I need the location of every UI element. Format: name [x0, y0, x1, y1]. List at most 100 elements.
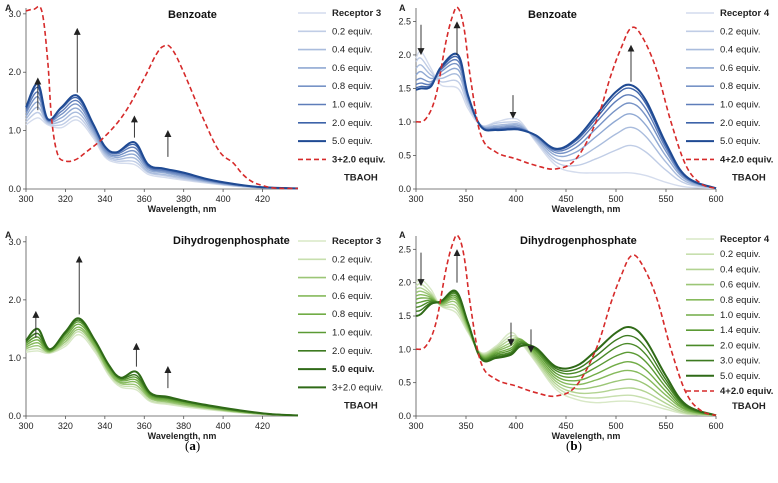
legend-label: 0.6 equiv. [332, 291, 373, 302]
x-axis-label: Wavelength, nm [148, 204, 217, 214]
x-tick-label: 380 [176, 194, 191, 204]
x-tick-label: 600 [708, 421, 723, 431]
x-axis-label: Wavelength, nm [552, 204, 621, 214]
legend: Receptor 4 0.2 equiv. 0.4 equiv. 0.6 equiv.… [686, 8, 773, 184]
legend-label: 4+2.0 equiv. [720, 386, 773, 397]
y-tick-label: 0.5 [398, 150, 411, 160]
legend-label: 4+2.0 equiv. [720, 154, 773, 165]
panel-label-a: (a) [185, 438, 201, 453]
x-tick-label: 600 [708, 194, 723, 204]
legend-label: 0.2 equiv. [720, 26, 761, 37]
legend-label: 0.4 equiv. [720, 264, 761, 275]
x-tick-label: 360 [137, 194, 152, 204]
legend-label: 5.0 equiv. [332, 364, 375, 375]
legend-label: Receptor 3 [332, 236, 381, 247]
x-tick-label: 550 [658, 194, 673, 204]
series-line [25, 331, 299, 417]
series-line [25, 5, 299, 190]
legend-label: 0.2 equiv. [332, 26, 373, 37]
chart-title: Dihydrogenphosphate [173, 235, 290, 247]
legend-label: TBAOH [344, 401, 378, 412]
legend-label: 0.8 equiv. [720, 295, 761, 306]
x-tick-label: 400 [508, 421, 523, 431]
chart-panel-4: 0.0 0.5 1.0 1.5 2.0 2.5 300 350 400 450 500 550 600 W… [398, 230, 773, 441]
legend-label: 2.0 equiv. [332, 118, 373, 129]
legend: Receptor 3 0.2 equiv. 0.4 equiv. 0.6 equiv.… [298, 8, 385, 184]
legend-label: 3+2.0 equiv. [332, 154, 385, 165]
y-axis-label: A [399, 3, 406, 13]
y-tick-label: 2.0 [398, 278, 411, 288]
y-axis-label: A [5, 230, 12, 240]
x-tick-label: 320 [58, 421, 73, 431]
y-tick-label: 1.0 [8, 353, 21, 363]
y-tick-label: 2.0 [398, 50, 411, 60]
legend-label: 5.0 equiv. [332, 136, 373, 147]
legend-label: 1.0 equiv. [720, 310, 761, 321]
chart-panel-2: 0.0 0.5 1.0 1.5 2.0 2.5 300 350 400 450 500 550 600 W… [398, 3, 773, 214]
series-line [415, 234, 717, 417]
legend-label: 0.6 equiv. [720, 280, 761, 291]
y-tick-label: 1.5 [398, 83, 411, 93]
x-tick-label: 320 [58, 194, 73, 204]
x-tick-label: 380 [176, 421, 191, 431]
legend-label: TBAOH [732, 173, 766, 184]
legend-label: 0.8 equiv. [332, 309, 373, 320]
series-line [25, 317, 299, 417]
legend-label: 1.4 equiv. [720, 325, 761, 336]
chart-panel-3: 0.0 1.0 2.0 3.0 300 320 340 360 380 400 420 Wavelen… [5, 230, 383, 441]
legend-label: 0.6 equiv. [332, 63, 373, 74]
legend-label: 1.0 equiv. [332, 328, 373, 339]
y-tick-label: 2.5 [398, 16, 411, 26]
y-tick-label: 0.0 [8, 411, 21, 421]
legend-label: 0.8 equiv. [332, 81, 373, 92]
x-axis-label: Wavelength, nm [552, 431, 621, 441]
y-tick-label: 1.5 [398, 311, 411, 321]
x-tick-label: 350 [458, 194, 473, 204]
legend-label: Receptor 4 [720, 234, 770, 245]
y-tick-label: 2.5 [398, 244, 411, 254]
y-tick-label: 3.0 [8, 237, 21, 247]
legend: Receptor 3 0.2 equiv. 0.4 equiv. 0.6 equiv.… [298, 236, 383, 412]
legend-label: 0.4 equiv. [720, 45, 761, 56]
y-tick-label: 1.0 [8, 126, 21, 136]
x-tick-label: 500 [608, 194, 623, 204]
x-tick-label: 340 [97, 421, 112, 431]
y-tick-label: 0.0 [398, 184, 411, 194]
legend-label: 1.0 equiv. [332, 100, 373, 111]
y-tick-label: 1.0 [398, 117, 411, 127]
legend: Receptor 4 0.2 equiv. 0.4 equiv. 0.6 equiv.… [686, 234, 773, 412]
legend-label: 1.0 equiv. [720, 100, 761, 111]
x-tick-label: 500 [608, 421, 623, 431]
legend-label: 2.0 equiv. [720, 340, 761, 351]
x-tick-label: 300 [18, 194, 33, 204]
chart-panel-1: 0.0 1.0 2.0 3.0 300 320 340 360 380 400 420 Wavelen… [5, 3, 385, 214]
series-line [415, 289, 717, 417]
y-tick-label: 2.0 [8, 295, 21, 305]
panel-label-b: (b) [566, 438, 582, 453]
y-tick-label: 0.0 [8, 184, 21, 194]
x-tick-label: 360 [137, 421, 152, 431]
legend-label: 5.0 equiv. [720, 371, 761, 382]
chart-title: Dihydrogenphosphate [520, 235, 637, 247]
y-axis-label: A [399, 230, 406, 240]
x-tick-label: 400 [216, 194, 231, 204]
legend-label: 2.0 equiv. [720, 118, 761, 129]
legend-label: TBAOH [732, 401, 766, 412]
legend-label: Receptor 3 [332, 8, 381, 19]
x-tick-label: 300 [408, 194, 423, 204]
x-tick-label: 400 [508, 194, 523, 204]
x-tick-label: 450 [558, 421, 573, 431]
legend-label: TBAOH [344, 173, 378, 184]
y-tick-label: 1.0 [398, 344, 411, 354]
x-tick-label: 400 [216, 421, 231, 431]
y-tick-label: 2.0 [8, 67, 21, 77]
legend-label: 0.4 equiv. [332, 45, 373, 56]
x-tick-label: 550 [658, 421, 673, 431]
legend-label: 3.0 equiv. [720, 356, 761, 367]
legend-label: Receptor 4 [720, 8, 770, 19]
x-tick-label: 450 [558, 194, 573, 204]
legend-label: 0.6 equiv. [720, 63, 761, 74]
series-line [25, 82, 299, 190]
x-tick-label: 420 [255, 421, 270, 431]
y-axis-label: A [5, 3, 12, 13]
